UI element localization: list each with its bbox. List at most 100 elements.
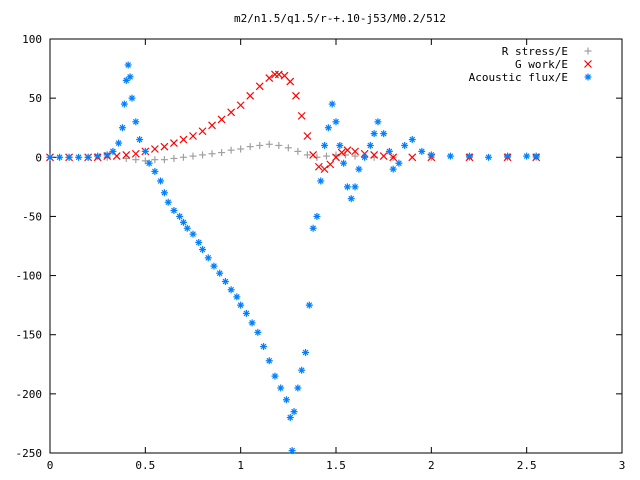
data-point bbox=[126, 73, 134, 81]
data-point bbox=[237, 145, 245, 153]
data-point bbox=[233, 293, 241, 301]
data-point bbox=[290, 408, 298, 416]
data-point bbox=[118, 124, 126, 132]
data-point bbox=[332, 118, 340, 126]
data-point bbox=[298, 366, 306, 374]
data-point bbox=[176, 212, 184, 220]
series-1 bbox=[46, 70, 541, 174]
data-point bbox=[84, 153, 92, 161]
data-point bbox=[347, 195, 355, 203]
chart-title: m2/n1.5/q1.5/r-+.10-j53/M0.2/512 bbox=[234, 12, 446, 25]
data-point bbox=[254, 328, 262, 336]
data-point bbox=[227, 146, 235, 154]
x-tick-label: 2.5 bbox=[517, 459, 537, 472]
data-point bbox=[256, 141, 264, 149]
legend-label: Acoustic flux/E bbox=[469, 71, 568, 84]
data-point bbox=[485, 153, 493, 161]
x-tick-label: 1 bbox=[237, 459, 244, 472]
data-point bbox=[286, 414, 294, 422]
data-point bbox=[265, 357, 273, 365]
data-point bbox=[303, 132, 312, 140]
data-point bbox=[248, 319, 256, 327]
data-point bbox=[465, 152, 473, 160]
data-point bbox=[303, 151, 311, 159]
data-point bbox=[355, 165, 363, 173]
data-point bbox=[271, 70, 279, 79]
data-point bbox=[301, 348, 309, 356]
x-tick-label: 0.5 bbox=[135, 459, 155, 472]
series-2 bbox=[46, 61, 540, 455]
data-point bbox=[305, 301, 313, 309]
data-point bbox=[112, 152, 121, 161]
data-point bbox=[122, 150, 131, 159]
data-point bbox=[380, 130, 388, 138]
data-point bbox=[446, 152, 454, 160]
data-point bbox=[389, 165, 397, 173]
data-point bbox=[336, 141, 344, 149]
data-point bbox=[366, 141, 374, 149]
data-point bbox=[320, 165, 329, 174]
data-point bbox=[385, 147, 393, 155]
y-tick-label: 100 bbox=[22, 33, 42, 46]
data-point bbox=[151, 167, 159, 175]
data-point bbox=[160, 189, 168, 197]
data-point bbox=[179, 218, 187, 226]
y-tick-label: -100 bbox=[16, 270, 43, 283]
data-point bbox=[360, 149, 369, 158]
data-point bbox=[132, 156, 140, 164]
data-point bbox=[277, 384, 285, 392]
axis-ticks: 0 0.5 1 1.5 2 2.5 3 100 50 0 -50 -100 -150 -200 -250 bbox=[16, 33, 626, 472]
data-point bbox=[189, 230, 197, 238]
data-point bbox=[370, 150, 379, 159]
x-tick-label: 1.5 bbox=[326, 459, 346, 472]
y-tick-label: 50 bbox=[29, 92, 42, 105]
legend-marker bbox=[584, 60, 592, 68]
data-point bbox=[286, 77, 295, 86]
y-tick-label: -200 bbox=[16, 388, 43, 401]
data-point bbox=[523, 152, 531, 160]
x-tick-label: 2 bbox=[428, 459, 435, 472]
data-point bbox=[132, 118, 140, 126]
data-point bbox=[317, 177, 325, 185]
y-tick-label: 0 bbox=[35, 151, 42, 164]
data-point bbox=[221, 277, 229, 285]
data-point bbox=[141, 147, 149, 155]
plot-border bbox=[49, 38, 623, 454]
series-0 bbox=[46, 140, 540, 165]
data-point bbox=[343, 183, 351, 191]
data-point bbox=[56, 153, 64, 161]
data-point bbox=[103, 151, 111, 159]
legend-marker bbox=[584, 47, 592, 55]
data-point bbox=[170, 154, 178, 162]
data-point bbox=[170, 139, 178, 148]
data-point bbox=[131, 149, 140, 158]
data-point bbox=[189, 132, 197, 140]
data-point bbox=[183, 224, 191, 232]
data-point bbox=[160, 142, 169, 151]
data-point bbox=[150, 145, 159, 153]
data-point bbox=[282, 396, 290, 404]
data-point bbox=[408, 153, 417, 162]
series-layer bbox=[46, 61, 541, 455]
data-point bbox=[46, 153, 54, 161]
plot-frame bbox=[49, 38, 623, 454]
data-point bbox=[314, 162, 323, 171]
data-point bbox=[198, 127, 207, 136]
data-point bbox=[210, 262, 218, 270]
data-point bbox=[361, 153, 369, 161]
data-point bbox=[199, 151, 207, 159]
data-point bbox=[218, 149, 226, 157]
data-point bbox=[337, 148, 346, 157]
data-point bbox=[374, 118, 382, 126]
data-point bbox=[151, 156, 159, 164]
data-point bbox=[265, 140, 273, 148]
data-point bbox=[351, 147, 359, 156]
legend-label: R stress/E bbox=[502, 45, 568, 58]
data-point bbox=[236, 101, 245, 110]
data-point bbox=[216, 269, 224, 277]
legend-label: G work/E bbox=[515, 58, 568, 71]
data-point bbox=[309, 224, 317, 232]
data-point bbox=[246, 91, 255, 100]
data-point bbox=[109, 147, 117, 155]
